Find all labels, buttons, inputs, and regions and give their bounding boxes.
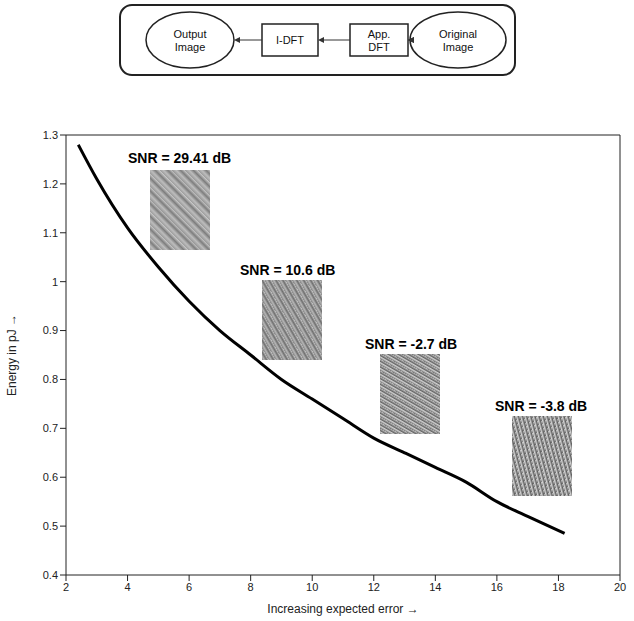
svg-text:12: 12 bbox=[368, 581, 380, 593]
svg-text:I-DFT: I-DFT bbox=[276, 34, 304, 46]
svg-text:0.5: 0.5 bbox=[43, 520, 58, 532]
svg-text:0.8: 0.8 bbox=[43, 373, 58, 385]
svg-text:Energy in pJ →: Energy in pJ → bbox=[5, 314, 19, 396]
svg-text:1.1: 1.1 bbox=[43, 227, 58, 239]
html-text:SNR = 10.6 dB: SNR = 10.6 dB bbox=[240, 262, 336, 278]
svg-text:2: 2 bbox=[63, 581, 69, 593]
svg-text:1.3: 1.3 bbox=[43, 129, 58, 141]
svg-text:0.7: 0.7 bbox=[43, 422, 58, 434]
html-text:SNR = -2.7 dB: SNR = -2.7 dB bbox=[365, 336, 458, 352]
svg-text:Image: Image bbox=[175, 41, 206, 53]
svg-text:8: 8 bbox=[248, 581, 254, 593]
svg-text:0.9: 0.9 bbox=[43, 324, 58, 336]
svg-text:DFT: DFT bbox=[368, 41, 390, 53]
svg-text:0.6: 0.6 bbox=[43, 471, 58, 483]
svg-text:6: 6 bbox=[186, 581, 192, 593]
svg-text:App.: App. bbox=[368, 28, 391, 40]
svg-text:10: 10 bbox=[306, 581, 318, 593]
svg-text:Output: Output bbox=[173, 28, 206, 40]
svg-text:18: 18 bbox=[552, 581, 564, 593]
svg-text:1.2: 1.2 bbox=[43, 178, 58, 190]
svg-text:Image: Image bbox=[443, 41, 474, 53]
svg-text:16: 16 bbox=[491, 581, 503, 593]
svg-text:1: 1 bbox=[52, 276, 58, 288]
svg-text:0.4: 0.4 bbox=[43, 569, 58, 581]
html-text:SNR = 29.41 dB: SNR = 29.41 dB bbox=[128, 150, 232, 166]
svg-text:14: 14 bbox=[429, 581, 441, 593]
svg-text:Original: Original bbox=[439, 28, 477, 40]
html-text:SNR = -3.8 dB: SNR = -3.8 dB bbox=[495, 398, 588, 414]
svg-text:4: 4 bbox=[124, 581, 130, 593]
svg-text:20: 20 bbox=[614, 581, 626, 593]
svg-text:Increasing expected error →: Increasing expected error → bbox=[267, 602, 418, 616]
